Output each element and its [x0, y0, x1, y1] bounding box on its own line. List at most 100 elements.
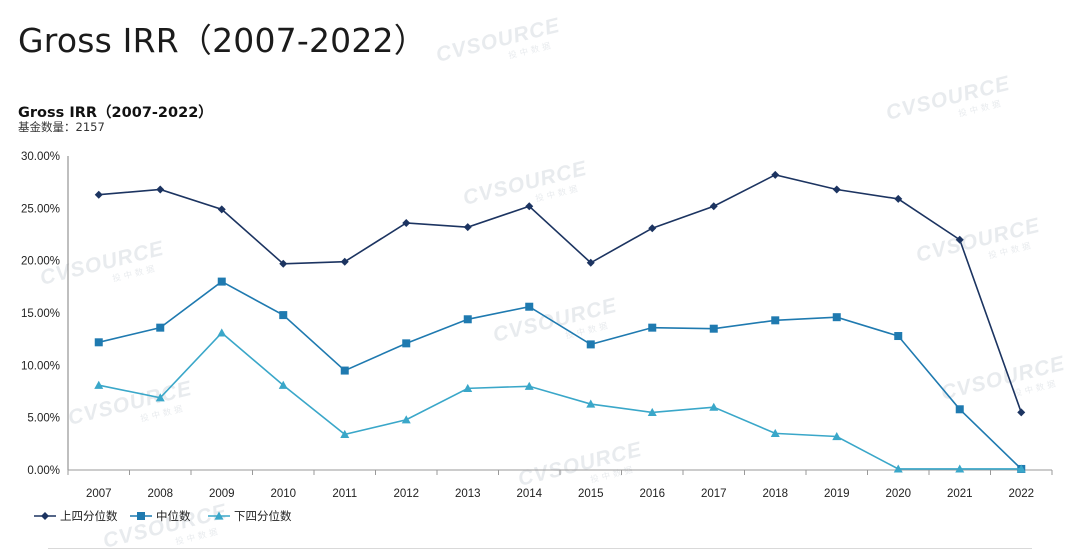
data-point-median: [94, 338, 103, 347]
data-point-lower-quartile: [893, 464, 903, 473]
data-point-upper-quartile: [955, 235, 964, 244]
data-point-upper-quartile: [525, 202, 534, 211]
data-point-median: [832, 313, 841, 322]
x-tick-label: 2018: [762, 488, 788, 500]
x-tick-label: 2014: [516, 488, 542, 500]
data-point-lower-quartile: [94, 380, 104, 389]
y-axis: 0.00% 5.00% 10.00% 15.00% 20.00% 25.00% 30.00%: [21, 151, 69, 477]
legend: 上四分位数 中位数 下四分位数: [34, 509, 292, 523]
data-point-median: [279, 311, 288, 320]
data-point-lower-quartile: [278, 380, 288, 389]
x-tick-label: 2022: [1008, 488, 1034, 500]
x-tick-label: 2008: [147, 488, 173, 500]
data-point-lower-quartile: [1016, 464, 1026, 473]
x-tick-label: 2017: [701, 488, 727, 500]
data-point-upper-quartile: [94, 190, 103, 199]
data-point-lower-quartile: [524, 381, 534, 390]
x-tick-label: 2013: [455, 488, 481, 500]
data-point-upper-quartile: [156, 185, 165, 194]
watermark-brand: CVSOURCE: [101, 500, 230, 551]
legend-marker-median: [137, 512, 145, 520]
data-point-median: [463, 315, 472, 324]
y-tick-label: 25.00%: [21, 203, 60, 215]
legend-label-lower-quartile: 下四分位数: [234, 509, 292, 523]
data-point-lower-quartile: [647, 407, 657, 417]
data-point-median: [894, 332, 903, 341]
data-point-upper-quartile: [771, 170, 780, 179]
y-tick-label: 5.00%: [27, 413, 60, 425]
data-point-median: [648, 323, 657, 332]
data-point-median: [586, 340, 595, 349]
x-tick-label: 2015: [578, 488, 604, 500]
legend-marker-lower-quartile: [214, 511, 224, 520]
data-point-upper-quartile: [463, 223, 472, 232]
data-point-lower-quartile: [832, 432, 842, 441]
watermark-brand: CVSOURCE: [491, 294, 620, 347]
x-tick-label: 2011: [332, 488, 357, 500]
x-tick-label: 2007: [86, 488, 112, 500]
data-point-upper-quartile: [709, 202, 718, 211]
x-tick-label: 2012: [393, 488, 419, 500]
y-tick-label: 0.00%: [27, 465, 60, 477]
data-point-median: [402, 339, 411, 348]
data-point-upper-quartile: [402, 218, 411, 227]
data-point-median: [217, 277, 226, 286]
x-tick-label: 2020: [885, 488, 911, 500]
data-point-lower-quartile: [955, 464, 965, 473]
data-point-upper-quartile: [1017, 408, 1026, 417]
data-point-median: [709, 324, 718, 333]
x-tick-label: 2016: [639, 488, 665, 500]
series-line-upper-quartile: [98, 173, 1023, 413]
data-point-lower-quartile: [155, 393, 165, 402]
watermark-brand: CVSOURCE: [434, 14, 563, 67]
data-point-median: [525, 302, 534, 311]
fund-count: 基金数量：2157: [18, 120, 105, 134]
data-point-lower-quartile: [401, 415, 411, 424]
data-point-median: [955, 405, 964, 414]
legend-label-upper-quartile: 上四分位数: [60, 509, 118, 523]
series-median: [94, 277, 1026, 473]
watermark-brand: CVSOURCE: [461, 157, 590, 210]
watermark-brand: CVSOURCE: [66, 377, 195, 430]
series-layer: [94, 170, 1026, 473]
data-point-lower-quartile: [770, 428, 780, 437]
data-point-lower-quartile: [340, 429, 350, 439]
y-tick-label: 30.00%: [21, 151, 60, 163]
page-title: Gross IRR（2007-2022）: [18, 21, 427, 60]
x-tick-label: 2019: [824, 488, 850, 500]
series-line-median: [98, 280, 1022, 470]
data-point-upper-quartile: [340, 257, 349, 266]
legend-marker-upper-quartile: [41, 512, 49, 520]
watermark-brand: CVSOURCE: [884, 72, 1013, 125]
x-axis: 2007 2008 2009 2010 2011 2012 2013 2014 2015 2016…: [67, 469, 1053, 500]
data-point-lower-quartile: [709, 402, 719, 411]
x-tick-label: 2021: [947, 488, 973, 500]
data-point-upper-quartile: [894, 194, 903, 203]
series-line-lower-quartile: [98, 331, 1022, 470]
data-point-median: [340, 366, 349, 375]
x-tick-label: 2009: [209, 488, 235, 500]
data-point-lower-quartile: [586, 399, 596, 408]
legend-label-median: 中位数: [156, 509, 191, 523]
data-point-median: [771, 316, 780, 325]
series-upper-quartile: [94, 170, 1026, 417]
x-tick-label: 2010: [270, 488, 296, 500]
data-point-upper-quartile: [217, 205, 226, 214]
watermark-brand: CVSOURCE: [516, 438, 645, 491]
data-point-upper-quartile: [648, 224, 657, 233]
y-tick-label: 20.00%: [21, 256, 60, 268]
chart-title: Gross IRR（2007-2022）: [18, 105, 213, 121]
data-point-lower-quartile: [217, 328, 227, 337]
y-tick-label: 10.00%: [21, 360, 60, 372]
data-point-lower-quartile: [463, 383, 473, 392]
series-lower-quartile: [94, 328, 1026, 473]
